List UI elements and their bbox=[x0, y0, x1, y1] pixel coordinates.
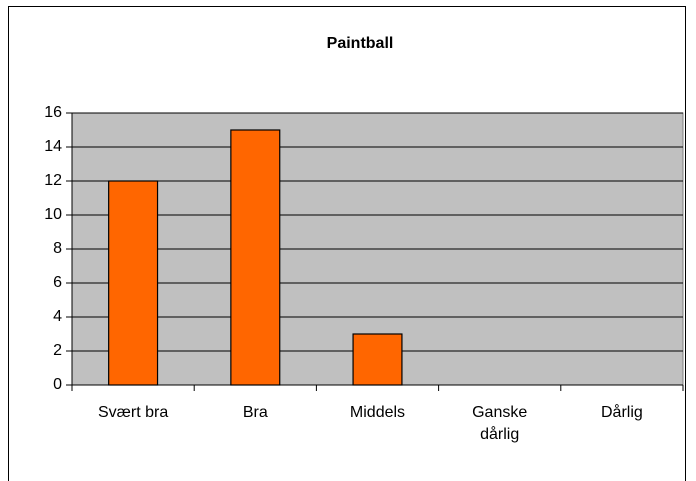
x-tick-label: Middels bbox=[349, 404, 406, 421]
y-tick-label: 6 bbox=[53, 274, 62, 291]
y-tick-label: 4 bbox=[53, 308, 62, 325]
chart-title: Paintball bbox=[327, 35, 394, 52]
y-tick-label: 14 bbox=[44, 138, 62, 155]
y-tick-label: 8 bbox=[53, 240, 62, 257]
y-tick-label: 0 bbox=[53, 376, 62, 393]
y-tick-label: 16 bbox=[44, 104, 62, 121]
bar bbox=[230, 129, 281, 386]
x-tick-label: Svært bra bbox=[97, 404, 169, 421]
x-tick-label: Bra bbox=[242, 404, 268, 421]
bar bbox=[108, 180, 159, 386]
x-tick-label: Ganske dårlig bbox=[472, 404, 528, 443]
x-tick-label: Dårlig bbox=[600, 404, 643, 421]
y-tick-label: 10 bbox=[44, 206, 62, 223]
y-tick-label: 12 bbox=[44, 172, 62, 189]
y-tick-label: 2 bbox=[53, 342, 62, 359]
bar bbox=[352, 333, 403, 386]
